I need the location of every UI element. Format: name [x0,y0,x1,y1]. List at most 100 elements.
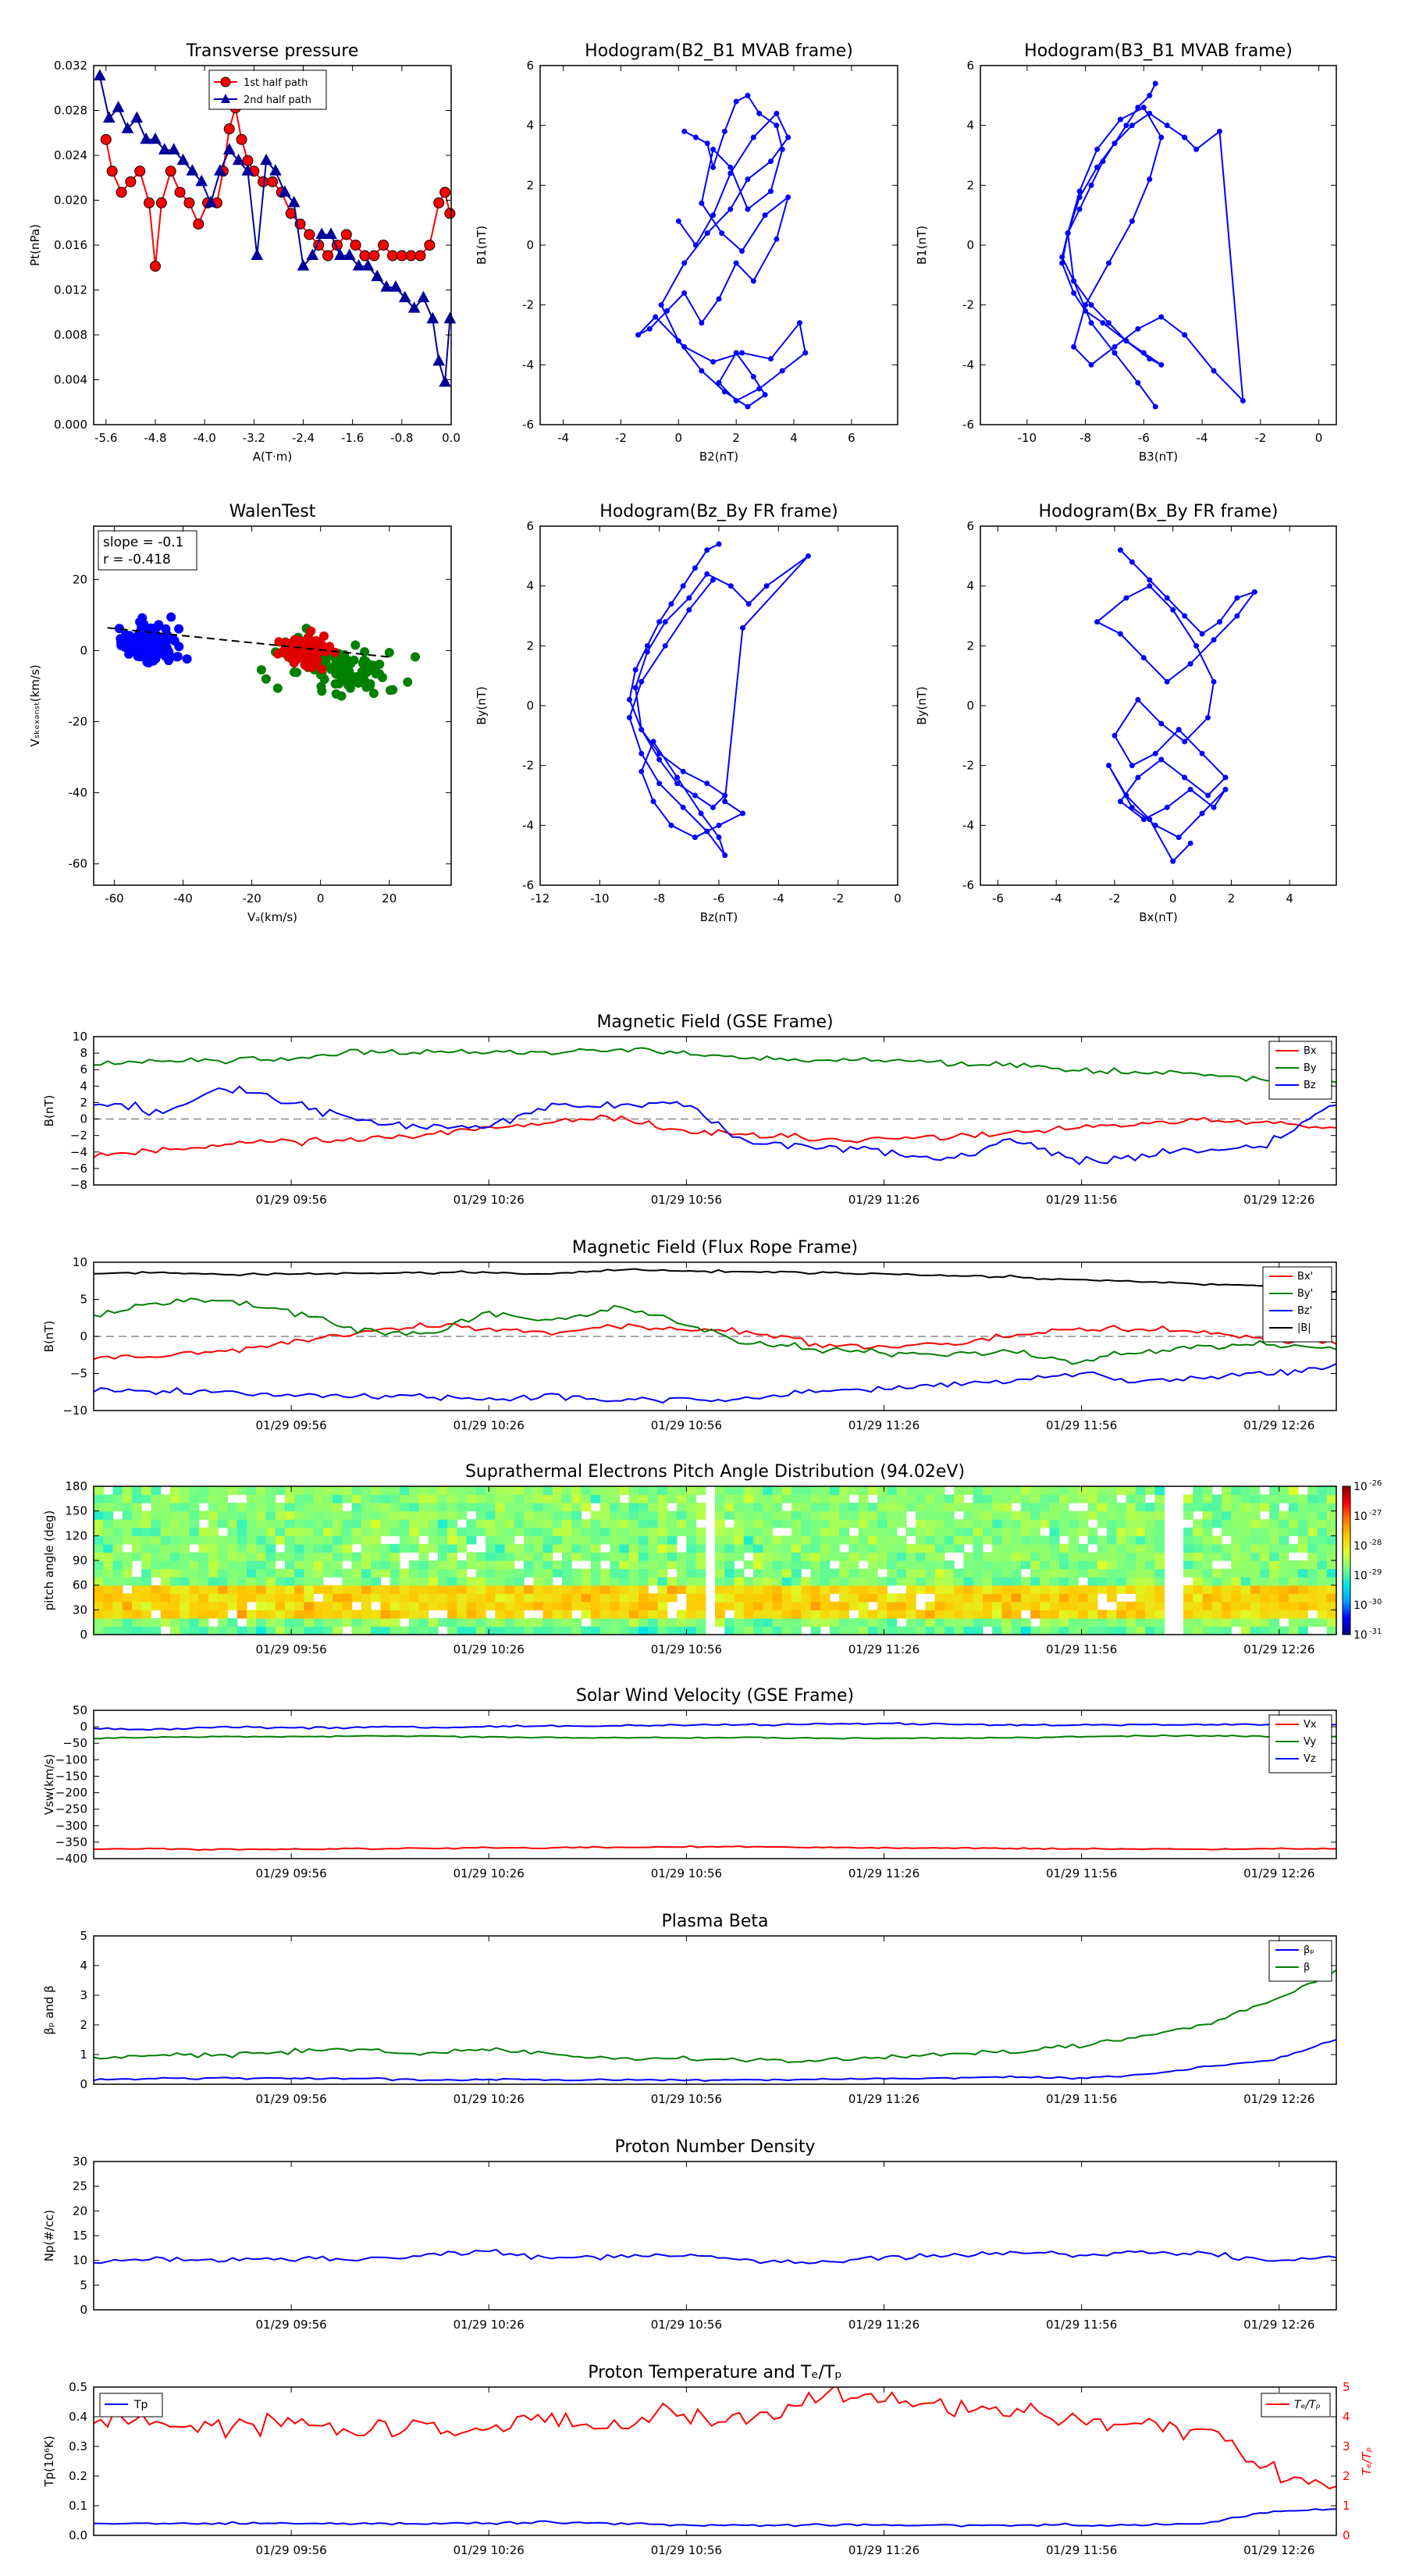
heatmap-cell [437,1601,448,1610]
heatmap-cell [743,1577,754,1586]
heatmap-cell [552,1593,563,1603]
heatmap-cell [1126,1585,1136,1594]
heatmap-cell [772,1601,783,1610]
heatmap-cell [169,1626,180,1635]
heatmap-cell [686,1519,697,1528]
heatmap-cell [581,1601,592,1610]
time-tick-label: 01/29 10:56 [651,2543,722,2557]
heatmap-cell [905,1568,916,1578]
heatmap-cell [724,1593,735,1603]
heatmap-cell [677,1527,687,1536]
heatmap-cell [896,1543,907,1553]
heatmap-cell [686,1543,697,1553]
y-tick-label: 2 [80,2018,87,2032]
x-tick-label: 2 [1228,891,1236,906]
heatmap-cell [1058,1577,1069,1586]
heatmap-cell [925,1585,936,1594]
heatmap-cell [1135,1560,1146,1570]
data-point [722,852,728,859]
time-tick-label: 01/29 11:56 [1046,1866,1117,1880]
x-tick-label: 4 [790,431,798,445]
heatmap-cell [724,1527,735,1536]
time-tick-label: 01/29 10:26 [454,1642,525,1656]
heatmap-cell [724,1503,735,1512]
data-point [1211,637,1217,643]
heatmap-cell [475,1577,486,1586]
data-marker-circle [165,165,176,177]
heatmap-cell [94,1577,104,1586]
heatmap-cell [294,1577,305,1586]
heatmap-cell [504,1543,515,1553]
heatmap-cell [542,1510,553,1520]
heatmap-cell [858,1494,869,1503]
heatmap-cell [418,1568,429,1578]
scatter-point-blue [152,622,162,632]
heatmap-cell [237,1527,247,1536]
heatmap-cell [973,1593,984,1603]
heatmap-cell [1049,1593,1060,1603]
heatmap-cell [246,1585,257,1594]
heatmap-cell [724,1486,735,1496]
heatmap-cell [982,1585,993,1594]
heatmap-cell [361,1568,372,1578]
heatmap-cell [743,1617,754,1628]
heatmap-cell [122,1510,133,1520]
heatmap-cell [112,1560,123,1570]
heatmap-cell [112,1585,123,1594]
heatmap-cell [409,1585,419,1594]
heatmap-cell [380,1585,391,1594]
data-point [1140,350,1147,356]
heatmap-cell [877,1519,888,1528]
heatmap-cell [858,1510,869,1520]
heatmap-cell [1222,1519,1232,1528]
data-marker-triangle [398,290,411,303]
heatmap-cell [533,1535,544,1545]
heatmap-cell [524,1593,534,1603]
data-marker-circle [155,197,167,208]
heatmap-cell [389,1585,400,1594]
heatmap-cell [1030,1486,1040,1496]
heatmap-cell [992,1593,1002,1603]
heatmap-cell [1126,1601,1136,1610]
heatmap-cell [686,1552,697,1561]
heatmap-cell [1307,1552,1318,1561]
heatmap-cell [1040,1626,1051,1635]
heatmap-cell [638,1486,649,1496]
data-point [1234,595,1240,601]
heatmap-cell [763,1486,774,1496]
heatmap-cell [992,1617,1002,1628]
heatmap-cell [218,1519,229,1528]
heatmap-cell [486,1577,496,1586]
heatmap-cell [1326,1568,1336,1578]
heatmap-cell [399,1543,410,1553]
legend-marker [220,76,231,87]
heatmap-cell [169,1543,180,1553]
heatmap-cell [657,1552,668,1561]
heatmap-cell [169,1486,180,1496]
heatmap-cell [227,1486,238,1496]
heatmap-cell [734,1494,745,1503]
data-marker-triangle [439,375,451,387]
heatmap-cell [275,1535,286,1545]
heatmap-cell [1020,1527,1031,1536]
heatmap-cell [1126,1568,1136,1578]
time-tick-label: 01/29 10:26 [454,1866,525,1880]
heatmap-cell [447,1486,457,1496]
data-point [1071,278,1077,284]
data-point [756,110,763,116]
heatmap-cell [619,1585,630,1594]
data-point [680,583,686,589]
heatmap-cell [954,1494,964,1503]
data-point [638,727,645,733]
heatmap-cell [1011,1527,1022,1536]
heatmap-cell [275,1527,286,1536]
heatmap-cell [1260,1503,1270,1512]
heatmap-cell [342,1552,353,1561]
heatmap-cell [752,1503,763,1512]
heatmap-cell [562,1601,572,1610]
data-point [1135,105,1141,111]
heatmap-cell [743,1593,754,1603]
heatmap-cell [198,1494,209,1503]
heatmap-cell [122,1519,133,1528]
data-point [1117,116,1123,123]
